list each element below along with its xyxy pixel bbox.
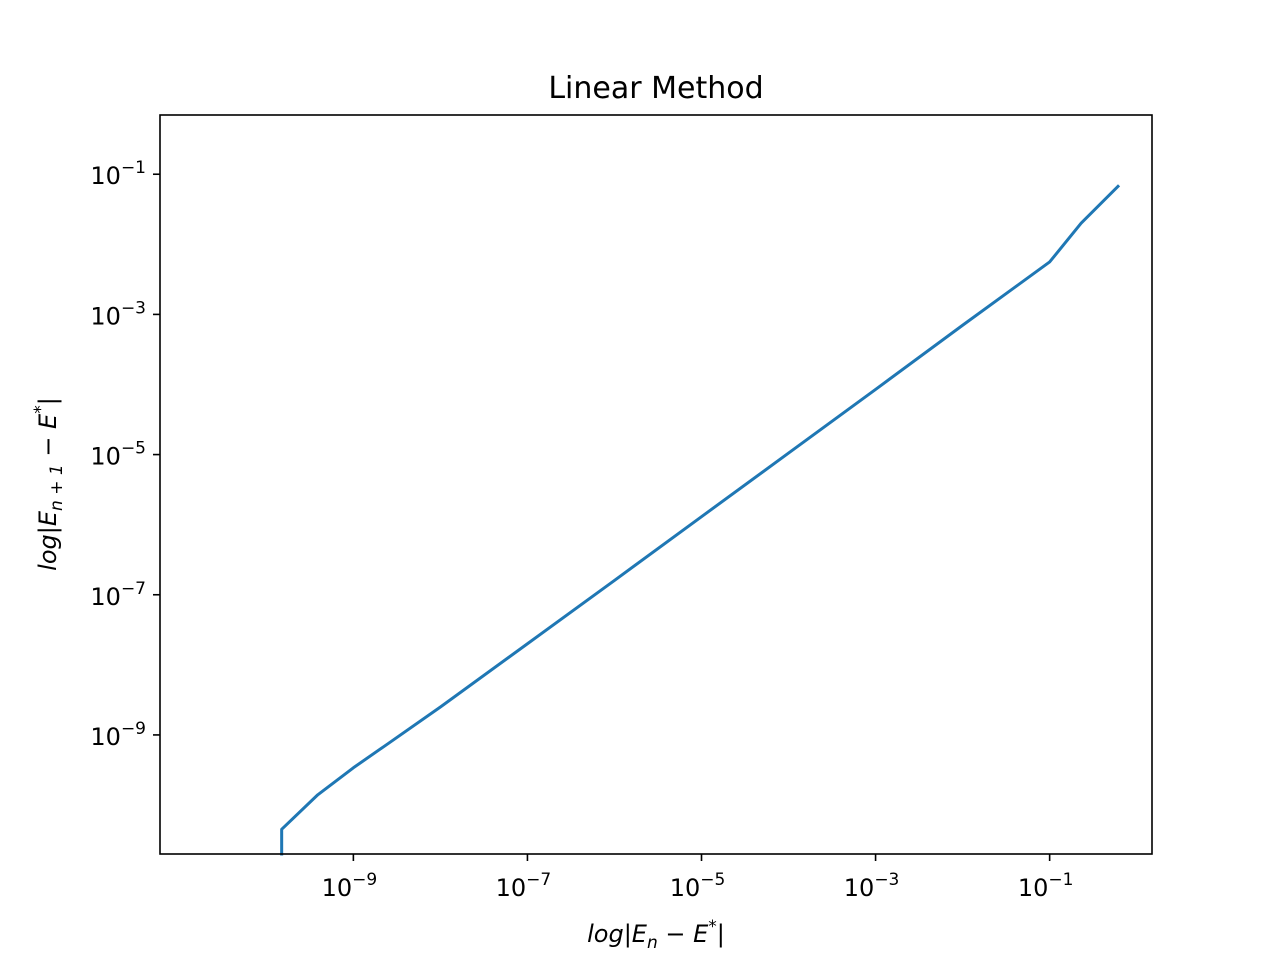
x-tick-label-exponent: −3 [874, 870, 899, 890]
y-tick-label-exponent: −3 [121, 298, 146, 318]
y-tick-label: 10−7 [90, 579, 146, 611]
axis-label-part: log|E [34, 510, 62, 571]
x-tick-label-base: 10 [1018, 874, 1049, 902]
x-tick-label: 10−5 [670, 870, 726, 902]
y-tick-label-exponent: −7 [121, 579, 146, 599]
x-tick-label: 10−3 [844, 870, 900, 902]
x-tick-label-base: 10 [496, 874, 527, 902]
y-tick-label-exponent: −1 [121, 158, 146, 178]
y-tick-label-base: 10 [90, 162, 121, 190]
chart-title: Linear Method [548, 71, 763, 106]
axis-label-part: | [34, 397, 62, 405]
x-tick-label-exponent: −9 [352, 870, 377, 890]
x-tick-label: 10−7 [496, 870, 552, 902]
axis-label-part: n + 1 [47, 464, 67, 511]
y-tick-label-base: 10 [90, 302, 121, 330]
x-tick-label-exponent: −1 [1048, 870, 1073, 890]
y-axis-label: log|En + 1 − E*| [31, 397, 67, 571]
x-axis-label: log|En − E*| [587, 917, 725, 953]
y-tick-label: 10−1 [90, 158, 146, 190]
tick-layer: 10−9 10−7 10−5 10−3 10−110−110−310−510−710−9 [90, 158, 1073, 902]
series-line [280, 184, 1121, 856]
x-tick-label: 10−9 [322, 870, 378, 902]
axis-label-part: − E [658, 920, 709, 948]
plot-frame [159, 114, 1153, 855]
y-tick-label: 10−5 [90, 439, 146, 471]
axis-label-part: log|E [587, 920, 648, 948]
x-tick-label-base: 10 [844, 874, 875, 902]
y-tick-label-exponent: −5 [121, 439, 146, 459]
axis-label-part: − E [34, 413, 62, 464]
y-tick-label-base: 10 [90, 443, 121, 471]
y-tick-label: 10−9 [90, 719, 146, 751]
axis-label-part: * [31, 405, 51, 414]
x-tick-label-base: 10 [322, 874, 353, 902]
x-tick-label: 10−1 [1018, 870, 1074, 902]
axis-label-part: * [708, 917, 717, 937]
data-layer [280, 184, 1121, 856]
y-tick-label-exponent: −9 [121, 719, 146, 739]
axis-label-part: n [647, 933, 658, 953]
axis-label-part: | [717, 920, 725, 948]
y-tick-label-base: 10 [90, 723, 121, 751]
x-tick-label-base: 10 [670, 874, 701, 902]
x-tick-label-exponent: −7 [526, 870, 551, 890]
y-tick-label-base: 10 [90, 583, 121, 611]
y-tick-label: 10−3 [90, 298, 146, 330]
x-tick-label-exponent: −5 [700, 870, 725, 890]
